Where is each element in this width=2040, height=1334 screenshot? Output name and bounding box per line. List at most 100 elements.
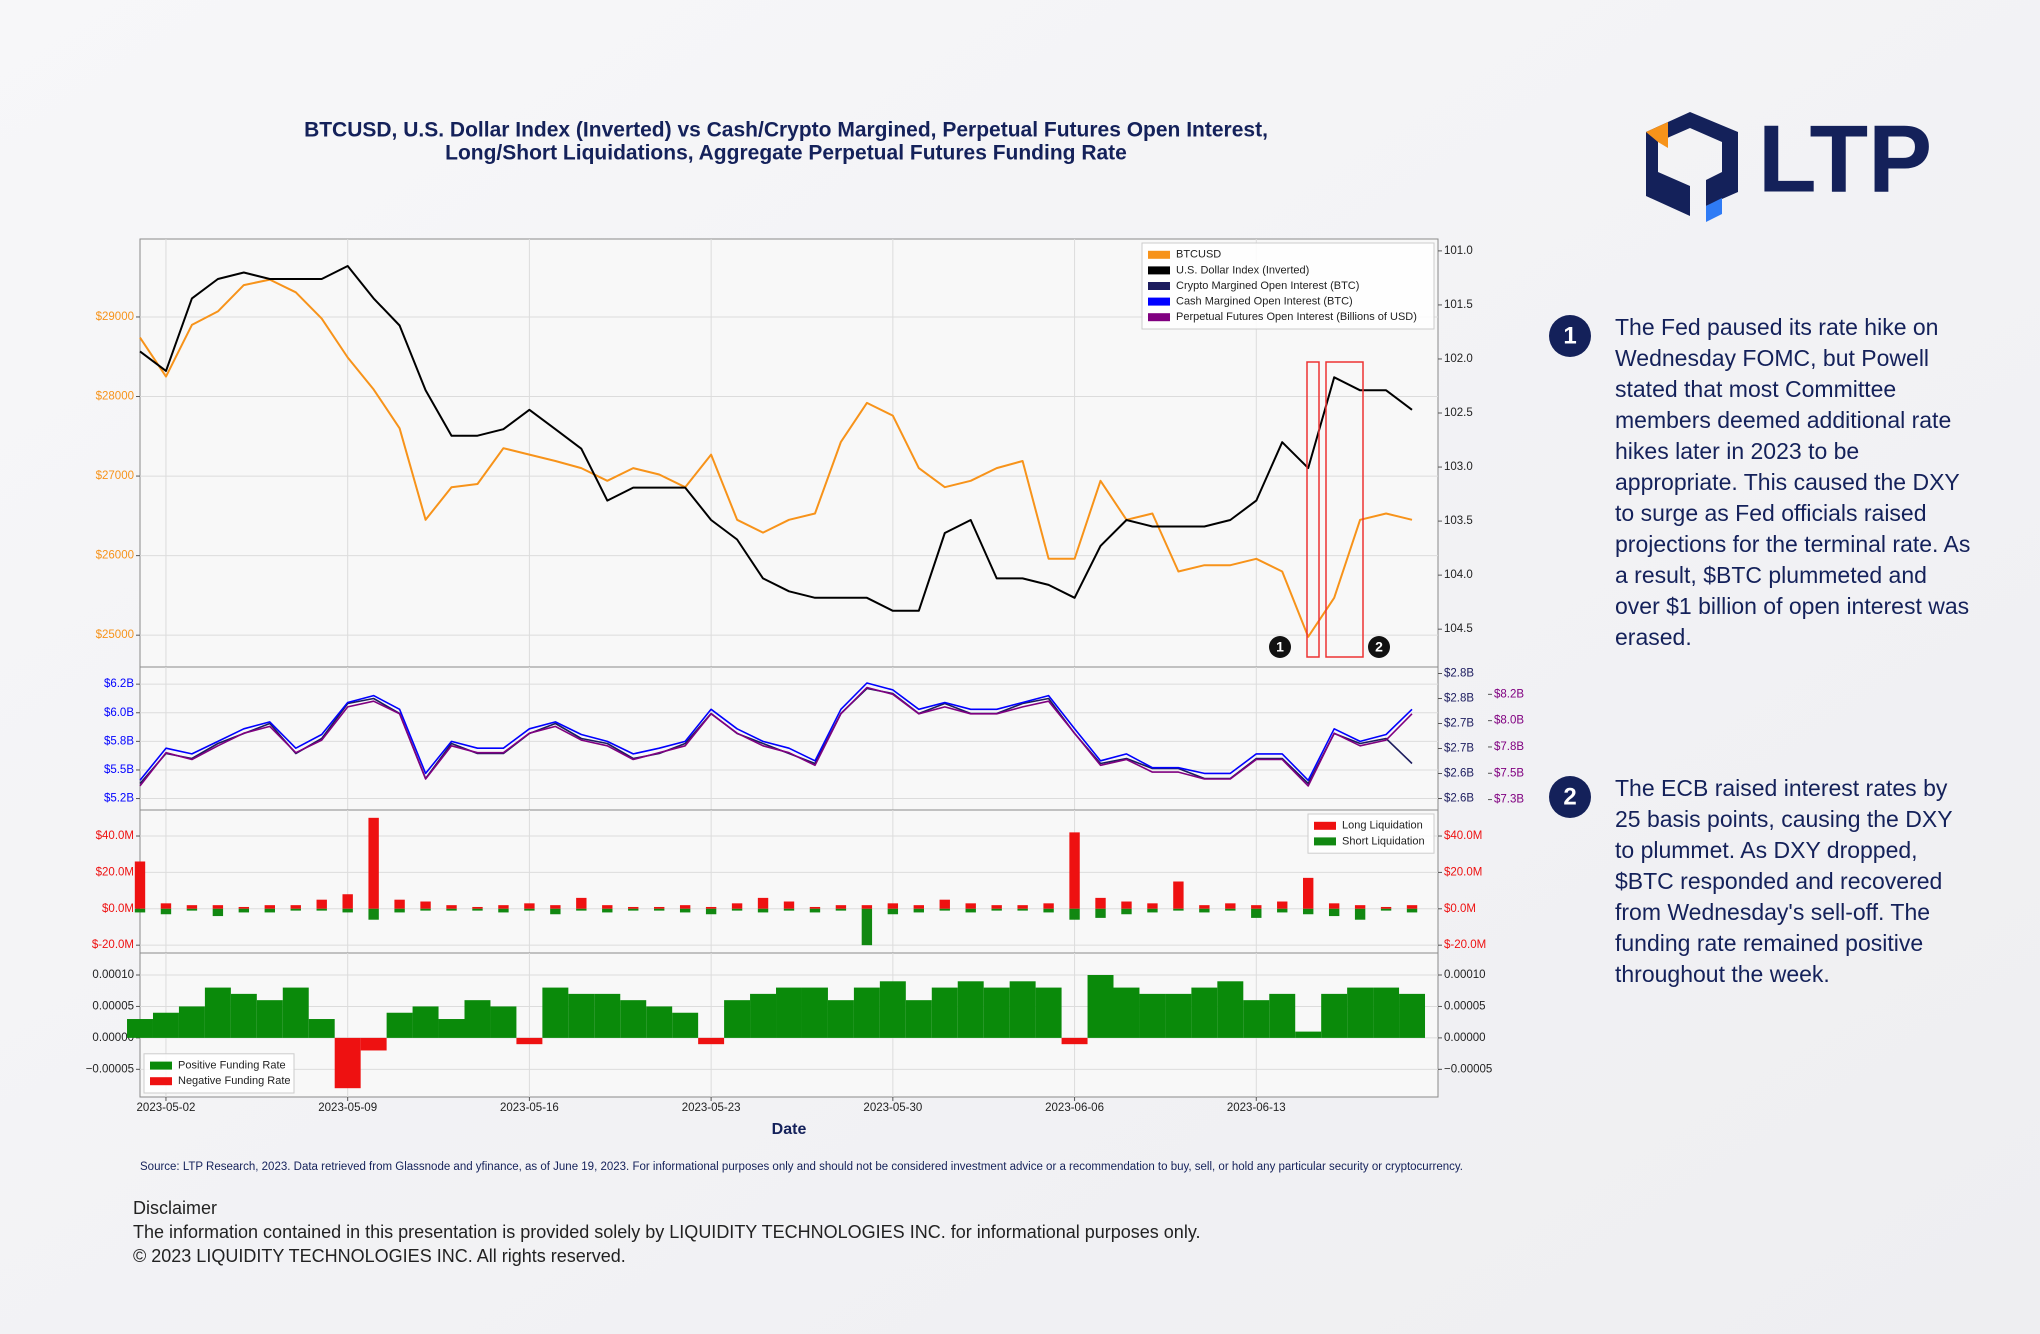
bar bbox=[705, 908, 717, 915]
funding-bar bbox=[1347, 987, 1374, 1038]
bar bbox=[1147, 908, 1158, 913]
bar bbox=[1406, 908, 1418, 913]
bar bbox=[1328, 908, 1340, 917]
bar bbox=[446, 905, 457, 909]
funding-bar bbox=[879, 981, 906, 1038]
legend-swatch bbox=[150, 1061, 172, 1070]
y3-tick-label: $7.8B bbox=[1494, 741, 1524, 753]
funding-bar bbox=[672, 1012, 699, 1038]
chart-title: Long/Short Liquidations, Aggregate Perpe… bbox=[445, 142, 1127, 165]
funding-bar bbox=[542, 987, 569, 1038]
annotation-text: 2 bbox=[1375, 639, 1383, 655]
bar bbox=[913, 905, 924, 909]
bar bbox=[731, 903, 743, 909]
bar bbox=[1251, 905, 1262, 909]
bar bbox=[705, 906, 717, 909]
legend-swatch bbox=[1148, 297, 1170, 306]
x-tick-label: 2023-05-23 bbox=[682, 1102, 741, 1114]
funding-bar bbox=[178, 1006, 205, 1038]
bar bbox=[498, 905, 509, 909]
legend-box bbox=[1141, 242, 1435, 330]
y-tick-label: 0.00005 bbox=[92, 1000, 134, 1012]
funding-bar bbox=[750, 993, 777, 1038]
funding-bar bbox=[646, 1006, 673, 1038]
bar bbox=[524, 908, 535, 911]
funding-bar bbox=[334, 1037, 361, 1089]
y-tick-label: $-20.0M bbox=[92, 939, 134, 951]
funding-bar bbox=[1321, 993, 1348, 1038]
funding-bar bbox=[308, 1019, 335, 1038]
series-line bbox=[139, 682, 1413, 782]
bar bbox=[1095, 897, 1106, 909]
bar bbox=[1225, 908, 1236, 911]
legend-box bbox=[1307, 813, 1435, 854]
bar bbox=[342, 894, 353, 909]
funding-bar bbox=[698, 1037, 725, 1045]
legend-label: BTCUSD bbox=[1176, 249, 1221, 261]
bar bbox=[965, 903, 976, 909]
funding-bar bbox=[1009, 981, 1036, 1038]
bar bbox=[576, 908, 587, 911]
bar bbox=[1380, 906, 1392, 909]
y-tick-label: −0.00005 bbox=[86, 1063, 134, 1075]
funding-bar bbox=[256, 1000, 283, 1038]
bar bbox=[1406, 905, 1418, 909]
bar bbox=[238, 906, 250, 909]
y-tick-label: $6.0B bbox=[104, 707, 134, 719]
bar bbox=[1328, 903, 1340, 909]
y2-tick-label: $2.7B bbox=[1444, 718, 1474, 730]
funding-bar bbox=[1087, 975, 1114, 1038]
funding-bar bbox=[1295, 1031, 1322, 1038]
bar bbox=[809, 906, 821, 909]
funding-bar bbox=[490, 1006, 517, 1038]
bar bbox=[290, 908, 301, 911]
y2-tick-label: $2.6B bbox=[1444, 768, 1474, 780]
bar bbox=[134, 908, 146, 913]
annotation-marker bbox=[1368, 636, 1390, 658]
y2-tick-label: 104.5 bbox=[1444, 623, 1473, 635]
bar bbox=[498, 908, 509, 913]
plot-area bbox=[139, 809, 1439, 954]
bar bbox=[1251, 908, 1262, 918]
disclaimer-text: © 2023 LIQUIDITY TECHNOLOGIES INC. All r… bbox=[133, 1246, 626, 1266]
bar bbox=[1069, 832, 1080, 909]
bar bbox=[1095, 908, 1106, 918]
funding-bar bbox=[282, 987, 309, 1038]
y-tick-label: 0.00010 bbox=[1444, 969, 1486, 981]
y-tick-label: 0.00005 bbox=[1444, 1000, 1486, 1012]
bar bbox=[1277, 901, 1288, 909]
funding-bar bbox=[827, 1000, 854, 1038]
y-tick-label: $27000 bbox=[96, 470, 134, 482]
bar bbox=[134, 861, 146, 909]
legend-swatch bbox=[1314, 837, 1336, 846]
bar bbox=[368, 817, 379, 909]
funding-bar bbox=[1061, 1037, 1088, 1045]
bar bbox=[264, 905, 275, 909]
bar bbox=[1199, 905, 1210, 909]
bar bbox=[731, 908, 743, 911]
legend-label: Negative Funding Rate bbox=[178, 1075, 291, 1087]
bar bbox=[368, 908, 379, 920]
plot-area bbox=[139, 666, 1439, 811]
y2-tick-label: 104.0 bbox=[1444, 569, 1473, 581]
bar bbox=[1173, 908, 1184, 911]
bar bbox=[861, 908, 873, 946]
x-tick-label: 2023-05-16 bbox=[500, 1102, 559, 1114]
y3-tick-label: $7.3B bbox=[1494, 794, 1524, 806]
chart-title: BTCUSD, U.S. Dollar Index (Inverted) vs … bbox=[304, 119, 1268, 142]
y-tick-label: $40.0M bbox=[1444, 830, 1482, 842]
funding-bar bbox=[724, 1000, 751, 1038]
bar bbox=[576, 897, 587, 909]
bar bbox=[394, 899, 405, 909]
y-tick-label: $28000 bbox=[96, 391, 134, 403]
note-marker-text: 1 bbox=[1563, 322, 1576, 349]
bar bbox=[783, 901, 795, 909]
funding-bar bbox=[438, 1019, 465, 1038]
funding-bar bbox=[1243, 1000, 1270, 1038]
y-tick-label: $5.2B bbox=[104, 793, 134, 805]
y2-tick-label: 101.5 bbox=[1444, 299, 1473, 311]
y2-tick-label: $2.7B bbox=[1444, 743, 1474, 755]
funding-bar bbox=[1373, 987, 1400, 1038]
y-tick-label: $25000 bbox=[96, 629, 134, 641]
bar bbox=[238, 908, 250, 913]
